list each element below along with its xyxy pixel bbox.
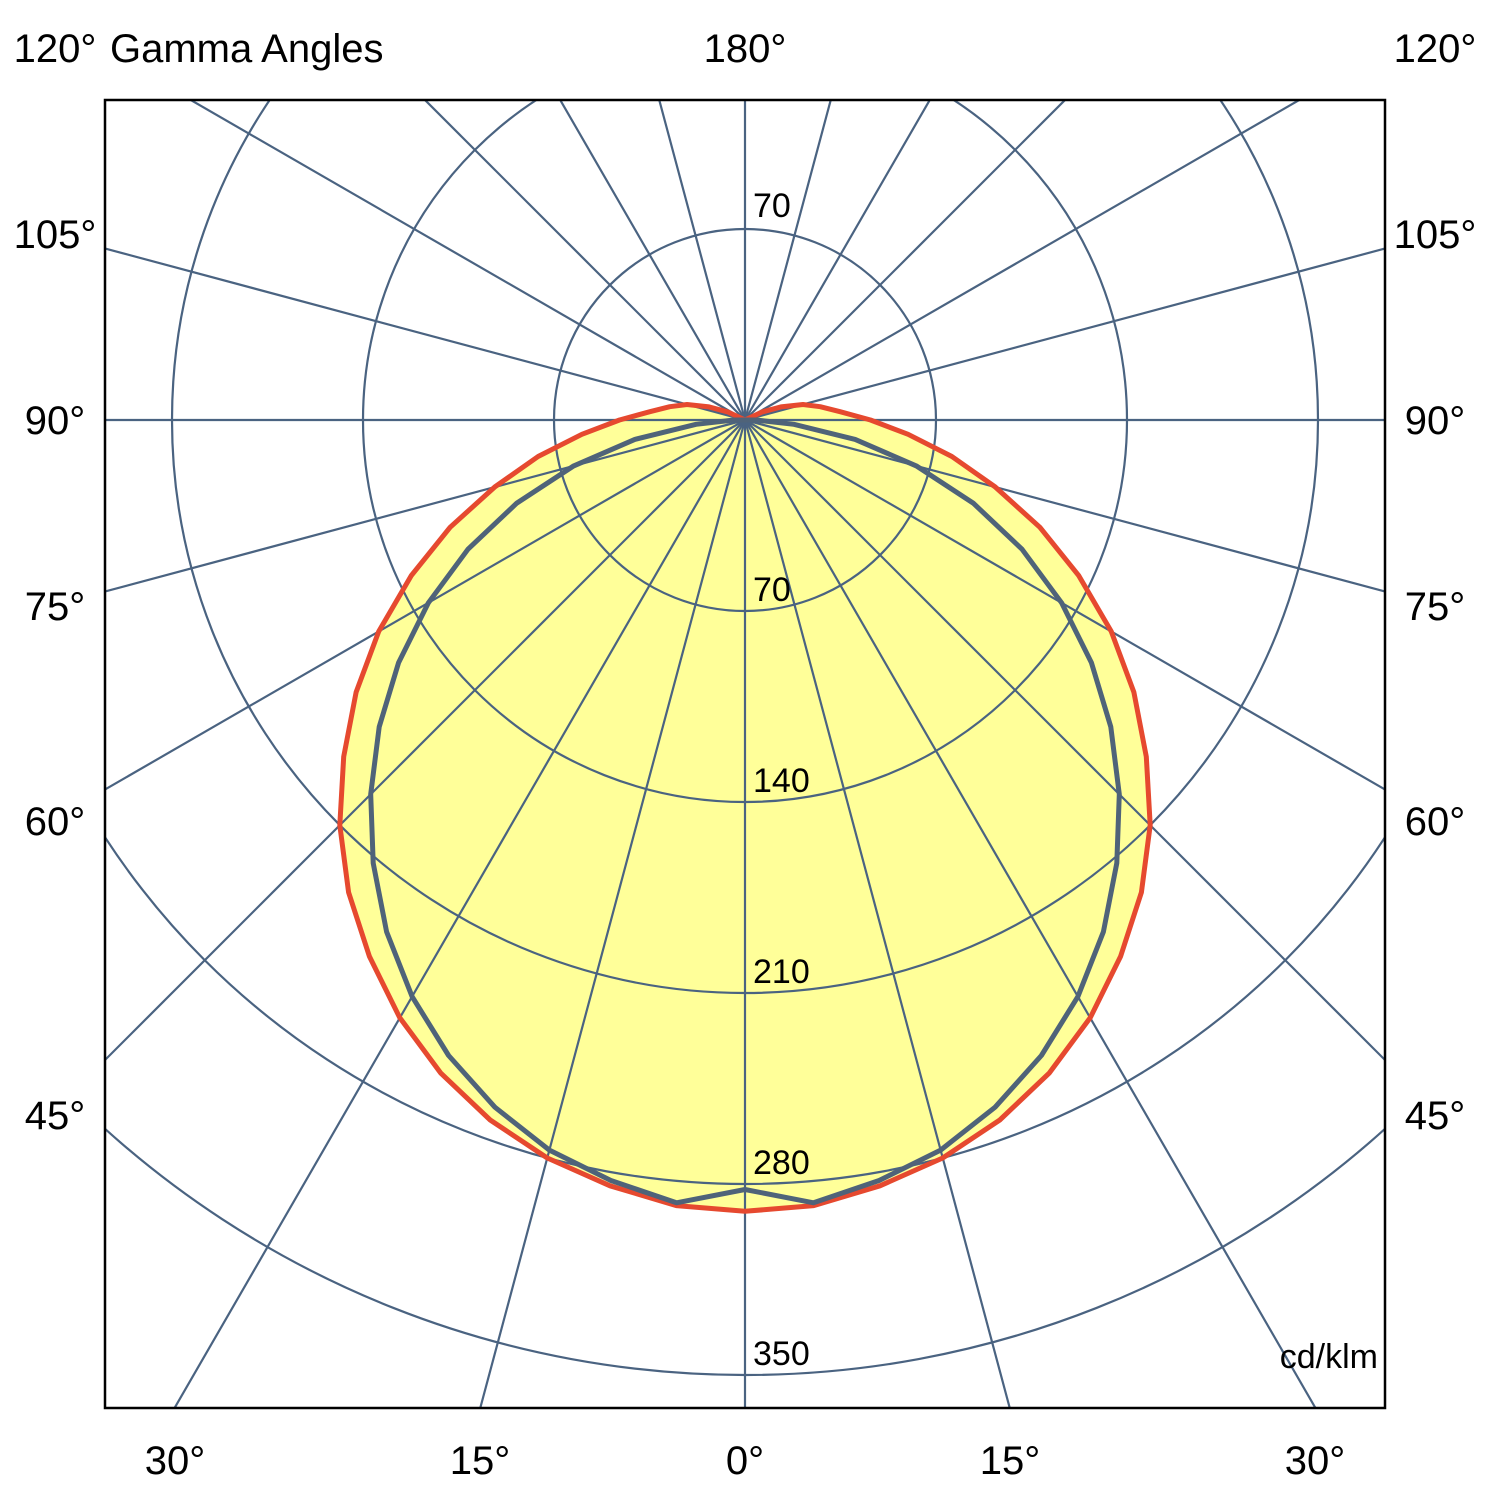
gamma-angle-label-right: 90°: [1405, 399, 1466, 443]
polar-spoke: [744, 419, 1385, 1062]
polar-spoke: [188, 100, 746, 421]
polar-spoke: [105, 419, 746, 791]
corner-angle-label-right: 120°: [1394, 27, 1477, 71]
polar-spoke: [105, 418, 746, 593]
top-angle-label: 180°: [704, 27, 787, 71]
gamma-angle-label-right: 60°: [1405, 800, 1466, 844]
chart-frame: [103, 98, 1387, 1410]
chart-title: Gamma Angles: [110, 27, 383, 71]
gamma-angle-label-bottom: 15°: [450, 1439, 511, 1483]
gamma-angle-label-right: 75°: [1405, 585, 1466, 629]
ring-value-label: 140: [753, 762, 810, 800]
ring-value-label: 210: [753, 953, 810, 991]
polar-spoke: [105, 419, 746, 1062]
gamma-angle-label-left: 60°: [25, 800, 86, 844]
gamma-angle-label-right: 45°: [1405, 1094, 1466, 1138]
polar-spoke: [744, 418, 1385, 593]
polar-spoke: [558, 100, 746, 421]
gamma-angle-label-left: 75°: [25, 585, 86, 629]
polar-spoke: [744, 100, 1302, 421]
ring-value-label: 70: [753, 571, 791, 609]
polar-spoke: [744, 100, 932, 421]
polar-spoke: [423, 100, 746, 421]
polar-spoke: [743, 419, 1011, 1408]
corner-angle-label-left: 120°: [14, 27, 97, 71]
polar-spoke: [744, 419, 1317, 1408]
ring-value-label: 350: [753, 1335, 810, 1373]
polar-spoke: [744, 419, 1385, 791]
gamma-angle-label-bottom: 15°: [980, 1439, 1041, 1483]
gamma-angle-label-left: 90°: [25, 399, 86, 443]
gamma-angle-label-bottom: 30°: [145, 1439, 206, 1483]
polar-spoke: [479, 419, 747, 1408]
ring-value-label-top: 70: [753, 187, 791, 225]
gamma-angle-label-bottom: 0°: [726, 1439, 764, 1483]
polar-spoke: [658, 100, 747, 421]
polar-spoke: [105, 247, 746, 422]
polar-spoke: [743, 100, 832, 421]
polar-spoke: [744, 247, 1385, 422]
gamma-angle-label-right: 105°: [1394, 213, 1477, 257]
gamma-angle-label-left: 45°: [25, 1094, 86, 1138]
gamma-angle-label-bottom: 30°: [1285, 1439, 1346, 1483]
unit-label: cd/klm: [1280, 1338, 1378, 1376]
polar-spoke: [173, 419, 746, 1408]
inner-curve-dark-blue: [368, 417, 1122, 1206]
ring-value-label: 280: [753, 1144, 810, 1182]
gamma-angle-label-left: 105°: [14, 213, 97, 257]
polar-spoke: [744, 100, 1067, 421]
